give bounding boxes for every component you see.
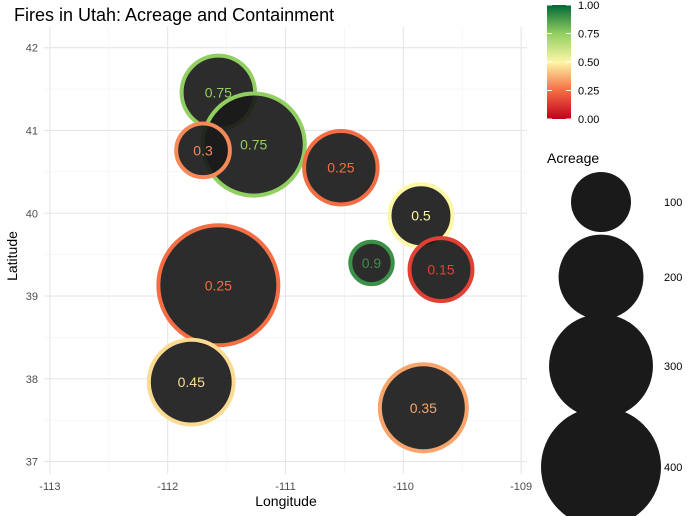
bubble-label: 0.15: [427, 262, 454, 278]
bubble-circle: [302, 128, 380, 207]
y-tick-labels: 37 38 39 40 41 42: [26, 43, 38, 469]
y-tick-label: 39: [26, 291, 38, 303]
bubble-circle: [156, 223, 281, 348]
y-axis-title: Latitude: [4, 231, 20, 281]
x-axis-title: Longitude: [255, 493, 317, 509]
size-key-label: 400: [664, 462, 682, 474]
size-key-circle: [541, 407, 661, 516]
bubble-circle: [377, 362, 469, 454]
fire-bubble: 0.25: [302, 128, 380, 207]
bubble-circle: [174, 121, 232, 180]
bubble-label: 0.75: [240, 137, 267, 153]
bubble-circle: [348, 239, 395, 287]
x-tick-label: -109: [510, 481, 532, 493]
y-tick-label: 41: [26, 125, 38, 137]
bubble-label: 0.25: [205, 277, 232, 293]
fire-bubble: 0.15: [407, 236, 475, 304]
y-tick-label: 40: [26, 208, 38, 220]
bubble-label: 0.35: [410, 400, 437, 416]
x-tick-labels: -113 -112 -111 -110 -109: [39, 481, 532, 493]
y-tick-label: 37: [26, 457, 38, 469]
containment-color-legend: 0.00 0.25 0.50 0.75 1.00: [547, 0, 599, 126]
bubble-label: 0.75: [205, 84, 232, 100]
bubble-layer: 0.75 0.75 0.3 0.25 0.5 0.9 0.15 0.25 0.45 0.35: [146, 53, 475, 454]
fire-bubble: 0.9: [348, 239, 395, 287]
chart-title: Fires in Utah: Acreage and Containment: [14, 5, 334, 25]
bubble-label: 0.45: [178, 374, 205, 390]
size-key-circle: [558, 234, 644, 320]
fire-bubble: 0.25: [156, 223, 281, 348]
bubble-label: 0.5: [411, 208, 431, 224]
fire-bubble: 0.45: [146, 337, 236, 427]
size-key-circle: [571, 172, 631, 232]
x-tick-label: -110: [393, 481, 414, 493]
fire-bubble: 0.35: [377, 362, 469, 454]
bubble-label: 0.25: [327, 160, 354, 176]
bubble-label: 0.9: [362, 255, 382, 271]
colorbar-label: 0.50: [578, 57, 599, 69]
size-key-label: 300: [664, 361, 682, 373]
x-tick-label: -113: [39, 481, 60, 493]
size-legend-title: Acreage: [547, 150, 599, 166]
acreage-size-legend: Acreage 100 200 300 400: [541, 150, 682, 516]
fire-bubble: 0.3: [174, 121, 232, 180]
size-key-circle: [549, 314, 653, 418]
y-tick-label: 42: [26, 43, 38, 55]
size-key-label: 200: [664, 272, 682, 284]
bubble-label: 0.3: [193, 142, 213, 158]
colorbar-label: 0.75: [578, 29, 599, 41]
fire-bubble: 0.5: [387, 182, 455, 250]
bubble-circle: [146, 337, 236, 427]
colorbar-label: 1.00: [578, 0, 599, 12]
y-tick-label: 38: [26, 374, 38, 386]
bubble-circle: [407, 236, 475, 304]
colorbar-label: 0.25: [578, 86, 599, 98]
x-tick-label: -111: [275, 481, 295, 493]
x-tick-label: -112: [157, 481, 178, 493]
size-key-label: 100: [664, 197, 682, 209]
colorbar-label: 0.00: [578, 114, 599, 126]
